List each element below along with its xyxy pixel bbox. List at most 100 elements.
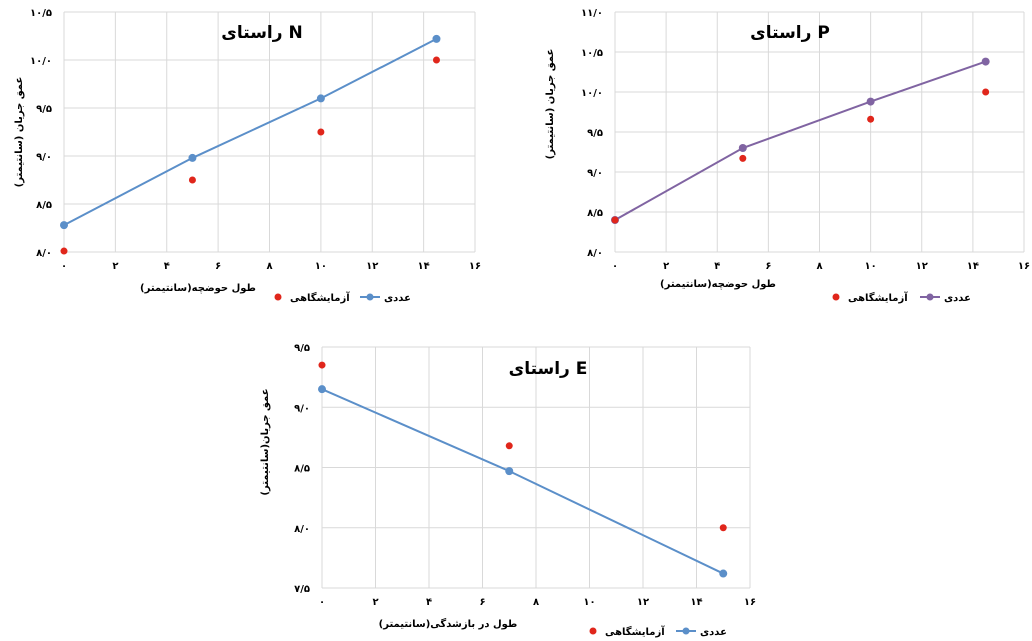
legend-line-marker [682,627,690,635]
line-point [432,34,441,43]
scatter-point [318,361,326,369]
line-point [316,94,325,103]
chart-e-legend: عددی آزمایشگاهی [589,625,727,638]
y-tick-label: ۷/۵ [294,584,310,595]
series-line [321,388,724,575]
y-tick-label: ۹/۵ [587,128,603,139]
line-point [719,569,728,578]
chart-p-series-numerical [611,57,990,224]
x-tick-label: ۱۶ [469,261,481,272]
legend-scatter-marker [589,627,597,635]
x-tick-label: ۲ [663,261,669,272]
scatter-point [739,154,747,162]
line-point [318,385,326,394]
x-tick-label: ۱۴ [418,261,430,272]
scatter-point [611,216,619,224]
x-tick-label: ۱۶ [744,597,756,608]
chart-e-series-laboratory [318,361,727,532]
chart-n-y-axis-label: عمق جریان (سانتیمتر) [14,77,25,188]
legend-scatter-marker [832,293,840,301]
x-tick-label: ۱۴ [967,261,979,272]
chart-n-series-laboratory [60,56,440,255]
y-tick-label: ۸/۵ [36,200,52,211]
x-tick-label: ۸ [533,597,539,608]
x-tick-label: ۰ [612,261,618,272]
series-line [63,37,437,227]
chart-e-x-axis-label: طول در بازشدگی(سانتیمتر) [379,617,518,630]
y-tick-label: ۹/۰ [294,403,310,414]
y-tick-label: ۱۰/۵ [581,48,603,59]
x-tick-label: ۸ [816,261,822,272]
x-tick-label: ۱۴ [690,597,702,608]
legend-label-laboratory: آزمایشگاهی [605,625,665,638]
x-tick-label: ۸ [266,261,272,272]
legend-label-numerical: عددی [384,293,411,304]
x-tick-label: ۱۰ [865,261,877,272]
chart-direction-e: راستای E ۰ ۲ ۴ ۶ ۸ ۱۰ ۱۲ ۱۴ ۱۶ ۷/۵ ۸/۰ ۸/۵ ۹/۰ ۹/۵ طول… [260,343,756,638]
chart-p-series-laboratory [611,88,990,224]
chart-direction-p: راستای P ۰ ۲ ۴ ۶ ۸ ۱۰ ۱۲ ۱۴ ۱۶ ۸/۰ ۸/۵ ۹/۰ ۹/۵ ۱۰/۰ ۱۰… [545,8,1030,304]
x-tick-label: ۶ [765,261,771,272]
line-point [866,97,875,106]
chart-n-x-axis-label: طول حوضچه(سانتیمتر) [140,283,256,294]
chart-e-title: راستای E [509,359,588,379]
line-point [738,144,747,152]
chart-n-legend: عددی آزمایشگاهی [274,291,411,304]
chart-n-grid [63,11,476,253]
chart-p-grid [614,11,1025,253]
y-tick-label: ۸/۵ [587,208,603,219]
x-tick-label: ۱۲ [916,261,928,272]
x-tick-label: ۶ [215,261,221,272]
x-tick-label: ۴ [426,597,432,608]
legend-label-numerical: عددی [700,627,727,638]
x-tick-label: ۶ [479,597,485,608]
chart-n-series-numerical [60,34,441,230]
chart-e-y-axis-label: عمق جریان(سانتیمتر) [260,388,271,495]
chart-n-title: راستای N [221,23,302,43]
y-tick-label: ۱۰/۵ [30,8,52,19]
x-tick-label: ۴ [714,261,720,272]
x-tick-label: ۱۲ [637,597,649,608]
x-tick-label: ۲ [112,261,118,272]
y-tick-label: ۱۱/۰ [581,8,603,19]
legend-line-marker [366,293,374,301]
y-tick-label: ۸/۵ [294,464,310,475]
line-point [505,467,514,476]
scatter-point [188,176,196,184]
scatter-point [719,524,727,532]
y-tick-label: ۸/۰ [294,524,310,535]
scatter-point [505,442,513,450]
x-tick-label: ۱۶ [1018,261,1030,272]
x-tick-label: ۱۰ [315,261,327,272]
line-point [60,221,68,230]
y-tick-label: ۸/۰ [36,248,52,259]
y-tick-label: ۹/۵ [294,343,310,354]
legend-label-numerical: عددی [944,293,971,304]
x-tick-label: ۲ [372,597,378,608]
legend-label-laboratory: آزمایشگاهی [290,291,350,304]
x-tick-label: ۰ [319,597,325,608]
legend-line-marker [926,293,934,301]
legend-scatter-marker [274,293,282,301]
scatter-point [60,247,68,255]
chart-e-series-numerical [318,385,728,578]
chart-p-x-axis-label: طول حوضچه(سانتیمتر) [660,279,776,290]
scatter-point [432,56,440,64]
chart-p-legend: عددی آزمایشگاهی [832,291,971,304]
scatter-point [317,128,325,136]
x-tick-label: ۴ [164,261,170,272]
line-point [981,57,990,66]
y-tick-label: ۹/۵ [36,104,52,115]
x-tick-label: ۱۰ [583,597,595,608]
chart-p-y-axis-label: عمق جریان (سانتیمتر) [545,49,556,160]
y-tick-label: ۱۰/۰ [581,88,603,99]
legend-label-laboratory: آزمایشگاهی [848,291,908,304]
line-point [188,153,197,162]
series-line [614,60,986,221]
x-tick-label: ۱۲ [366,261,378,272]
y-tick-label: ۹/۰ [587,168,603,179]
chart-p-title: راستای P [750,23,830,43]
chart-direction-n: راستای N ۰ ۲ ۴ ۶ ۸ ۱۰ ۱۲ ۱۴ ۱۶ ۸/۰ ۸/۵ ۹/۰ ۹/۵ ۱۰/۰ ۱۰… [14,8,481,304]
scatter-point [982,88,990,96]
